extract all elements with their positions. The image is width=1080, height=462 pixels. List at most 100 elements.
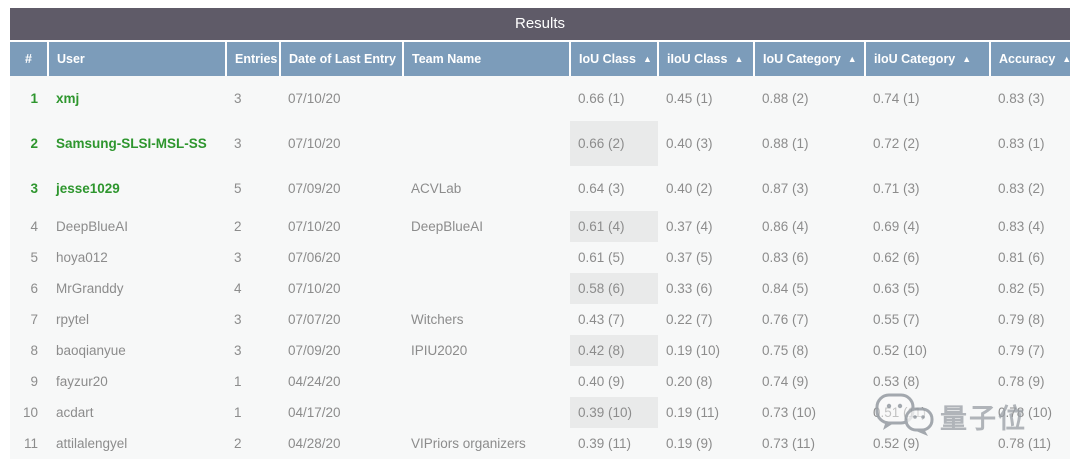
header-row: # User Entries Date of Last Entry Team Name I… <box>10 42 1070 76</box>
accuracy-cell: 0.79 (8) <box>990 304 1070 335</box>
team-name-cell <box>403 121 570 166</box>
date-cell: 07/10/20 <box>280 211 403 242</box>
entries-cell: 3 <box>226 121 280 166</box>
iou-class-cell: 0.58 (6) <box>570 273 658 304</box>
column-header-label: Accuracy <box>999 52 1056 66</box>
table-row: 9 fayzur20 1 04/24/20 0.40 (9) 0.20 (8) 0.74 (… <box>10 366 1070 397</box>
rank-cell: 10 <box>10 397 48 428</box>
iiou-class-cell: 0.22 (7) <box>658 304 754 335</box>
accuracy-cell: 0.78 (10) <box>990 397 1070 428</box>
rank-cell: 3 <box>10 166 48 211</box>
entries-cell: 3 <box>226 242 280 273</box>
column-header-iiou-category[interactable]: iIoU Category ▲ <box>864 42 990 76</box>
team-name-cell: Witchers <box>403 304 570 335</box>
rank-cell: 9 <box>10 366 48 397</box>
team-name-cell <box>403 273 570 304</box>
iiou-category-cell: 0.55 (7) <box>865 304 990 335</box>
date-cell: 07/10/20 <box>280 121 403 166</box>
rank-cell: 8 <box>10 335 48 366</box>
iou-class-cell: 0.42 (8) <box>570 335 658 366</box>
date-cell: 07/06/20 <box>280 242 403 273</box>
team-name-cell <box>403 76 570 121</box>
iou-category-cell: 0.88 (1) <box>754 121 865 166</box>
rank-cell: 7 <box>10 304 48 335</box>
leaderboard-table: # User Entries Date of Last Entry Team Name I… <box>10 42 1070 459</box>
column-header-entries: Entries <box>225 42 280 76</box>
team-name-cell <box>403 366 570 397</box>
sort-ascending-icon: ▲ <box>642 54 652 64</box>
column-header-accuracy[interactable]: Accuracy ▲ <box>989 42 1070 76</box>
sort-ascending-icon: ▲ <box>962 54 972 64</box>
results-panel: Results # User Entries Date of Last Entry Te… <box>10 8 1070 459</box>
column-header-label: User <box>57 52 85 66</box>
date-cell: 07/07/20 <box>280 304 403 335</box>
iou-class-cell: 0.66 (2) <box>570 121 658 166</box>
team-name-cell <box>403 242 570 273</box>
iou-category-cell: 0.74 (9) <box>754 366 865 397</box>
iou-category-cell: 0.73 (11) <box>754 428 865 459</box>
results-title: Results <box>514 15 566 32</box>
iiou-class-cell: 0.37 (5) <box>658 242 754 273</box>
table-row: 1 xmj 3 07/10/20 0.66 (1) 0.45 (1) 0.88 (2) 0.7… <box>10 76 1070 121</box>
user-cell: rpytel <box>48 304 226 335</box>
sort-ascending-icon: ▲ <box>1062 54 1070 64</box>
column-header-date-of-last-entry: Date of Last Entry <box>279 42 403 76</box>
entries-cell: 5 <box>226 166 280 211</box>
date-cell: 07/09/20 <box>280 166 403 211</box>
user-cell: jesse1029 <box>48 166 226 211</box>
column-header-label: Entries <box>235 52 278 66</box>
team-name-cell <box>403 397 570 428</box>
column-header-iiou-class[interactable]: iIoU Class ▲ <box>657 42 754 76</box>
date-cell: 04/24/20 <box>280 366 403 397</box>
iou-class-cell: 0.61 (4) <box>570 211 658 242</box>
iiou-category-cell: 0.62 (6) <box>865 242 990 273</box>
column-header-label: IoU Class <box>579 52 636 66</box>
iou-category-cell: 0.86 (4) <box>754 211 865 242</box>
iiou-category-cell: 0.69 (4) <box>865 211 990 242</box>
column-header-iou-class[interactable]: IoU Class ▲ <box>569 42 658 76</box>
user-cell: acdart <box>48 397 226 428</box>
column-header-rank: # <box>10 42 48 76</box>
iou-class-cell: 0.43 (7) <box>570 304 658 335</box>
iou-class-cell: 0.66 (1) <box>570 76 658 121</box>
iiou-class-cell: 0.40 (3) <box>658 121 754 166</box>
iiou-class-cell: 0.19 (9) <box>658 428 754 459</box>
iiou-class-cell: 0.19 (10) <box>658 335 754 366</box>
user-cell: attilalengyel <box>48 428 226 459</box>
entries-cell: 3 <box>226 304 280 335</box>
team-name-cell: IPIU2020 <box>403 335 570 366</box>
accuracy-cell: 0.83 (3) <box>990 76 1070 121</box>
team-name-cell: DeepBlueAI <box>403 211 570 242</box>
table-row: 6 MrGranddy 4 07/10/20 0.58 (6) 0.33 (6) 0.84 … <box>10 273 1070 304</box>
iou-class-cell: 0.64 (3) <box>570 166 658 211</box>
iou-category-cell: 0.76 (7) <box>754 304 865 335</box>
user-cell: xmj <box>48 76 226 121</box>
iou-category-cell: 0.88 (2) <box>754 76 865 121</box>
iou-class-cell: 0.61 (5) <box>570 242 658 273</box>
iiou-category-cell: 0.52 (10) <box>865 335 990 366</box>
user-cell: baoqianyue <box>48 335 226 366</box>
entries-cell: 1 <box>226 397 280 428</box>
rank-cell: 6 <box>10 273 48 304</box>
iiou-class-cell: 0.33 (6) <box>658 273 754 304</box>
accuracy-cell: 0.82 (5) <box>990 273 1070 304</box>
accuracy-cell: 0.83 (2) <box>990 166 1070 211</box>
user-cell: fayzur20 <box>48 366 226 397</box>
iiou-category-cell: 0.63 (5) <box>865 273 990 304</box>
iou-category-cell: 0.87 (3) <box>754 166 865 211</box>
date-cell: 07/09/20 <box>280 335 403 366</box>
iiou-category-cell: 0.52 (9) <box>865 428 990 459</box>
rank-cell: 1 <box>10 76 48 121</box>
table-row: 4 DeepBlueAI 2 07/10/20 DeepBlueAI 0.61 (4) 0.… <box>10 211 1070 242</box>
iou-category-cell: 0.75 (8) <box>754 335 865 366</box>
column-header-label: IoU Category <box>763 52 841 66</box>
iiou-category-cell: 0.71 (3) <box>865 166 990 211</box>
date-cell: 04/28/20 <box>280 428 403 459</box>
date-cell: 07/10/20 <box>280 76 403 121</box>
rank-cell: 4 <box>10 211 48 242</box>
column-header-label: Team Name <box>412 52 482 66</box>
entries-cell: 4 <box>226 273 280 304</box>
column-header-iou-category[interactable]: IoU Category ▲ <box>753 42 865 76</box>
rank-cell: 5 <box>10 242 48 273</box>
leaderboard-body: 1 xmj 3 07/10/20 0.66 (1) 0.45 (1) 0.88 (2) 0.7… <box>10 76 1070 459</box>
